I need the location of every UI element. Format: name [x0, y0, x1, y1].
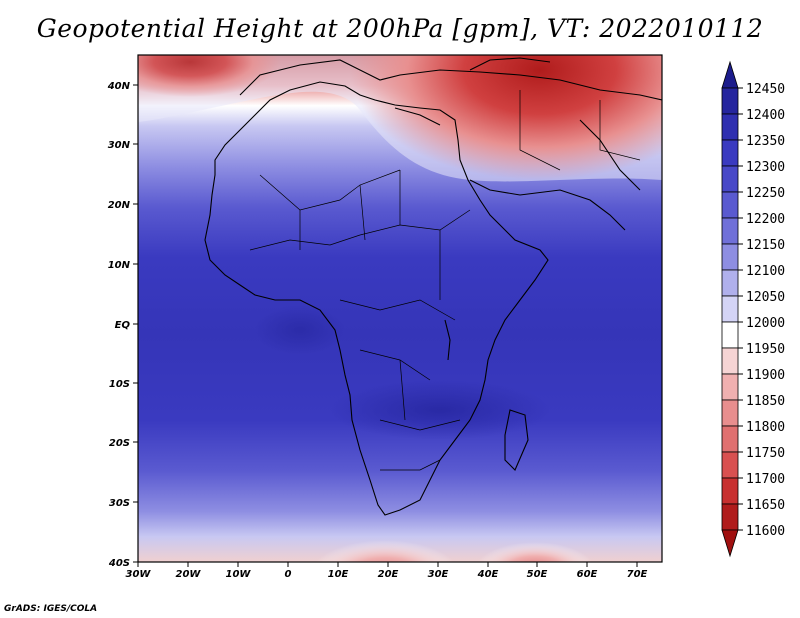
- colorbar-label: 12000: [746, 316, 785, 331]
- colorbar-swatch: [721, 373, 739, 401]
- lon-label: 10E: [328, 569, 349, 580]
- lon-label: 0: [285, 569, 292, 580]
- colorbar-label: 12100: [746, 264, 785, 279]
- low-anomaly-south-2: [477, 542, 593, 562]
- lon-label: 10W: [226, 569, 252, 580]
- lat-ticks: [133, 84, 138, 563]
- coastlines: [204, 57, 662, 516]
- borders: [249, 90, 641, 471]
- colorbar-swatch: [721, 295, 739, 323]
- colorbar-swatch: [721, 113, 739, 141]
- colorbar-label: 12400: [746, 108, 785, 123]
- lat-label: 20N: [108, 200, 131, 211]
- colorbar-top-arrow: [721, 60, 739, 89]
- colorbar-label: 11700: [746, 472, 785, 487]
- colorbar-swatch: [721, 425, 739, 453]
- high-anomaly-north-west: [138, 55, 280, 97]
- lon-label: 70E: [627, 569, 648, 580]
- colorbar-swatch: [721, 217, 739, 245]
- colorbar-swatch: [721, 321, 739, 349]
- credit-text: GrADS: IGES/COLA: [4, 604, 98, 614]
- lon-labels: 30W 20W 10W 0 10E 20E 30E 40E 50E 60E 70…: [126, 569, 648, 580]
- colorbar-label: 12150: [746, 238, 785, 253]
- colorbar-swatch: [721, 477, 739, 505]
- colorbar-label: 11900: [746, 368, 785, 383]
- colorbar-label: 12050: [746, 290, 785, 305]
- colorbar-label: 11950: [746, 342, 785, 357]
- lon-ticks: [137, 562, 638, 567]
- colorbar-swatch: [721, 87, 739, 115]
- lat-label: 30N: [108, 140, 131, 151]
- colorbar-bottom-arrow: [721, 529, 739, 558]
- colorbar-label: 11600: [746, 524, 785, 539]
- deep-core-south: [330, 380, 550, 440]
- deep-core-equator: [255, 305, 345, 355]
- lon-label: 50E: [527, 569, 548, 580]
- lat-labels: 40N 30N 20N 10N EQ 10S 20S 30S 40S: [107, 81, 131, 569]
- map-title: Geopotential Height at 200hPa [gpm], VT:…: [36, 14, 764, 43]
- map-panel: [138, 55, 662, 562]
- lon-label: 60E: [577, 569, 598, 580]
- colorbar-label: 12350: [746, 134, 785, 149]
- lon-label: 20E: [378, 569, 399, 580]
- lon-label: 20W: [176, 569, 202, 580]
- colorbar-label: 11850: [746, 394, 785, 409]
- colorbar-swatch: [721, 191, 739, 219]
- colorbar-label: 12450: [746, 82, 785, 97]
- lon-label: 30E: [428, 569, 449, 580]
- colorbar-label: 11800: [746, 420, 785, 435]
- lat-label: 10N: [108, 260, 131, 271]
- colorbar-label: 11750: [746, 446, 785, 461]
- colorbar: 12450 12400 12350 12300 12250 12200 12150 12100…: [721, 60, 785, 558]
- lon-label: 40E: [477, 569, 499, 580]
- colorbar-swatch: [721, 269, 739, 297]
- lat-label: EQ: [115, 320, 131, 331]
- lon-label: 30W: [126, 569, 152, 580]
- colorbar-swatch: [721, 165, 739, 193]
- colorbar-label: 12250: [746, 186, 785, 201]
- lat-label: 30S: [109, 498, 130, 509]
- colorbar-swatch: [721, 243, 739, 271]
- lat-label: 10S: [109, 379, 130, 390]
- colorbar-swatch: [721, 503, 739, 531]
- colorbar-label: 11650: [746, 498, 785, 513]
- colorbar-swatch: [721, 451, 739, 479]
- low-anomaly-south-1: [315, 540, 455, 562]
- lat-label: 40S: [108, 558, 130, 569]
- colorbar-label: 12200: [746, 212, 785, 227]
- colorbar-swatch: [721, 347, 739, 375]
- colorbar-swatch: [721, 399, 739, 427]
- colorbar-swatch: [721, 139, 739, 167]
- map-frame: [137, 54, 663, 563]
- colorbar-label: 12300: [746, 160, 785, 175]
- lat-label: 20S: [109, 438, 130, 449]
- lat-label: 40N: [107, 81, 131, 92]
